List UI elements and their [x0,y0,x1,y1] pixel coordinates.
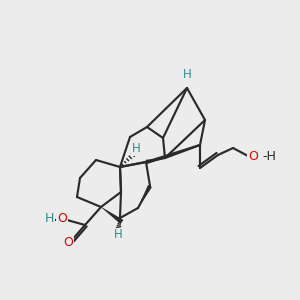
Text: O: O [63,236,73,248]
Text: O: O [248,149,258,163]
Polygon shape [138,185,152,208]
Text: H: H [183,68,191,82]
Text: H: H [114,229,122,242]
Text: H: H [44,212,54,224]
Text: -H: -H [262,149,276,163]
Text: O: O [57,212,67,224]
Text: H: H [132,142,140,155]
Polygon shape [146,158,165,164]
Polygon shape [101,207,124,224]
